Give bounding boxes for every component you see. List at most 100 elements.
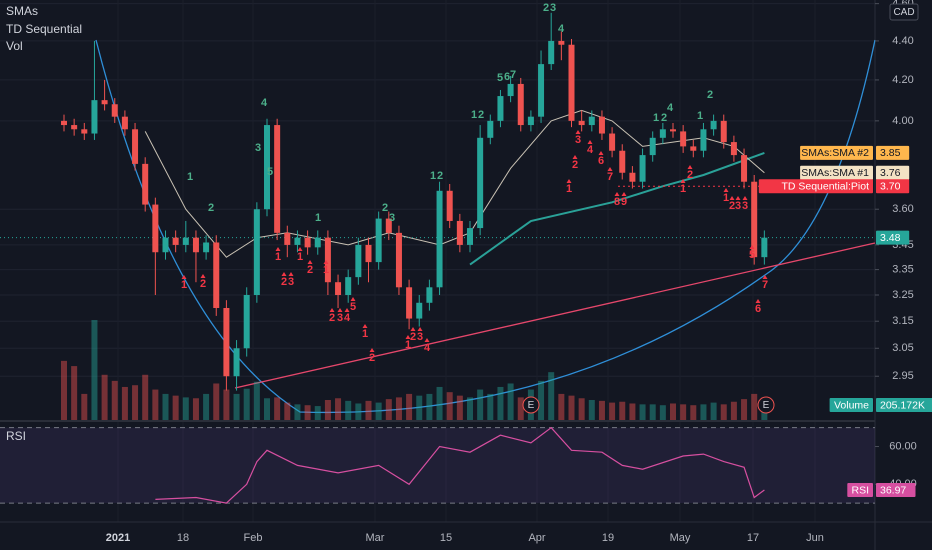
td-setup-label: 1 (653, 112, 659, 124)
candle-body (598, 116, 605, 134)
td-setup-label: 2 (208, 202, 214, 214)
td-arrow (369, 348, 375, 352)
candle-body (121, 116, 128, 130)
td-countdown-label: 7 (607, 171, 613, 183)
legend-item: SMAs (6, 4, 38, 18)
candle-body (395, 232, 402, 288)
td-arrow (607, 167, 613, 171)
td-countdown-label: 7 (762, 279, 768, 291)
grid (0, 3, 875, 377)
candle-body (588, 116, 595, 126)
tag-value: 3.48 (880, 232, 901, 244)
candle-body (355, 244, 362, 278)
candle-body (517, 83, 524, 126)
td-arrow (575, 130, 581, 134)
td-arrow (288, 272, 294, 276)
tag-value-box (876, 230, 910, 245)
candle-body (213, 242, 220, 309)
td-arrow (307, 260, 313, 264)
legend-item: Vol (6, 39, 23, 53)
candle-body (274, 125, 281, 233)
candle-body (142, 163, 149, 205)
volume-bar (142, 374, 149, 420)
tag-value: 3.76 (880, 167, 901, 179)
candle-body (497, 96, 504, 121)
td-arrow (200, 274, 206, 278)
x-tick-label: Apr (528, 532, 545, 544)
td-setup-label: 2 (543, 2, 549, 14)
volume-bar (538, 380, 545, 420)
td-countdown-label: 2 (329, 312, 335, 324)
sma-line (469, 151, 765, 266)
x-tick-label: Feb (244, 532, 263, 544)
volume-bar (741, 399, 748, 420)
candle-body (659, 129, 666, 138)
td-countdown-label: 1 (297, 251, 303, 263)
y-tick-label: 3.25 (892, 289, 913, 301)
candle-body (324, 237, 331, 283)
tag-name-box (847, 482, 873, 497)
td-arrow (735, 196, 741, 200)
candle-body (487, 120, 494, 138)
td-setup-label: 4 (261, 97, 268, 109)
candle-body (162, 237, 169, 253)
volume-bar (487, 393, 494, 420)
td-arrow (181, 275, 187, 279)
td-countdown-label: 3 (288, 276, 294, 288)
rsi-y-tick-label: 60.00 (889, 440, 917, 452)
candle-body (639, 155, 646, 182)
td-countdown-label: 4 (344, 312, 351, 324)
volume-bar (365, 400, 372, 420)
td-setup-label: 1 (430, 170, 436, 182)
volume-bar (751, 393, 758, 420)
candle-body (233, 348, 240, 377)
candle-body (314, 237, 321, 248)
volume-bar (91, 320, 98, 420)
volume-bar (629, 403, 636, 420)
volume-bar (690, 405, 697, 420)
td-countdown-label: 6 (598, 155, 604, 167)
volume-bar (670, 403, 676, 420)
td-countdown-label: 9 (621, 196, 627, 208)
candle-body (670, 129, 676, 132)
candle-body (81, 129, 88, 134)
tag-name: TD Sequential:Piot (781, 181, 869, 193)
td-setup-label: 4 (558, 23, 565, 35)
tag-value-box (876, 482, 916, 497)
td-countdown-label: 6 (755, 303, 761, 315)
earnings-marker (522, 396, 540, 414)
td-setup-label: 4 (667, 102, 674, 114)
volume-bar (710, 402, 717, 420)
td-countdown-label: 1 (275, 251, 281, 263)
tag-name-box (758, 179, 873, 194)
td-countdown-label: 2 (687, 169, 693, 181)
td-countdown-label: 2 (410, 331, 416, 343)
td-countdown-label: 1 (362, 328, 368, 340)
candle-body (446, 190, 453, 221)
candle-body (406, 287, 413, 319)
volume-bar (152, 389, 159, 420)
candle-body (680, 131, 687, 147)
td-arrow (362, 324, 368, 328)
volume-bar (284, 402, 291, 420)
candle-body (182, 237, 189, 245)
td-countdown-label: 3 (575, 134, 581, 146)
tag-value: 205.172K (880, 399, 925, 411)
tag-name: SMAs:SMA #2 (801, 147, 869, 159)
volume-bar (609, 402, 616, 420)
x-tick-label: 18 (177, 532, 189, 544)
volume-bar (101, 374, 108, 420)
volume-bar (507, 383, 514, 420)
candle-body (304, 237, 311, 248)
volume-bar (213, 383, 220, 420)
candle-body (101, 100, 108, 105)
volume-bar (203, 393, 210, 420)
candle-body (741, 155, 748, 182)
candle-body (609, 133, 616, 151)
volume-bar (477, 389, 484, 420)
candle-body (548, 40, 555, 65)
td-arrow (297, 247, 303, 251)
td-countdown-label: 2 (307, 264, 313, 276)
volume-bar (639, 404, 646, 420)
volume-bar (71, 366, 78, 420)
